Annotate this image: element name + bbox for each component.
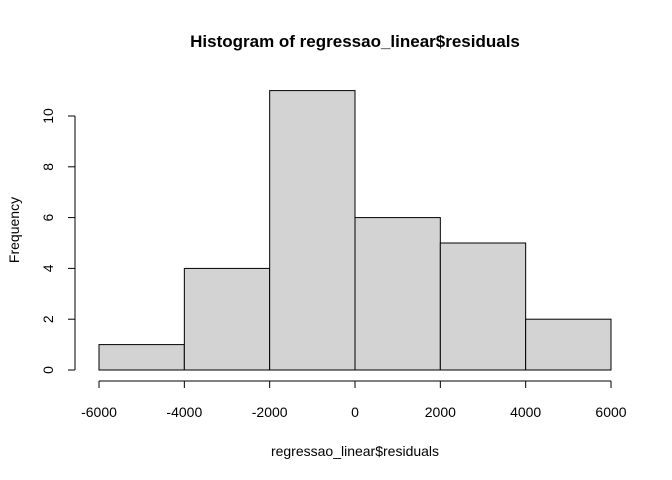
x-tick-label-0: -6000 — [81, 404, 117, 420]
x-tick-label-2: -2000 — [252, 404, 288, 420]
histogram-bar-1 — [183, 267, 271, 371]
y-tick-label-2: 4 — [40, 264, 56, 272]
y-axis-label: Frequency — [6, 197, 22, 263]
x-tick-label-6: 6000 — [595, 404, 626, 420]
x-tick-label-1: -4000 — [166, 404, 202, 420]
histogram-bar-0 — [98, 344, 185, 371]
y-tick-label-3: 6 — [40, 213, 56, 221]
x-tick-label-3: 0 — [351, 404, 359, 420]
chart-title: Histogram of regressao_linear$residuals — [190, 32, 520, 51]
y-tick-label-0: 0 — [40, 366, 56, 374]
y-tick-label-4: 8 — [40, 163, 56, 171]
x-tick-label-5: 4000 — [510, 404, 541, 420]
histogram-bar-2 — [269, 90, 356, 371]
y-tick-label-5: 10 — [40, 108, 56, 124]
histogram-bar-5 — [525, 318, 612, 371]
x-tick-label-4: 2000 — [425, 404, 456, 420]
histogram-bars — [98, 90, 612, 371]
y-tick-label-1: 2 — [40, 315, 56, 323]
y-axis: 0 2 4 6 8 10 — [40, 108, 76, 374]
x-axis: -6000 -4000 -2000 0 2000 4000 6000 — [81, 380, 627, 420]
histogram-bar-3 — [354, 217, 441, 371]
x-axis-label: regressao_linear$residuals — [271, 443, 439, 459]
histogram-bar-4 — [439, 242, 527, 371]
